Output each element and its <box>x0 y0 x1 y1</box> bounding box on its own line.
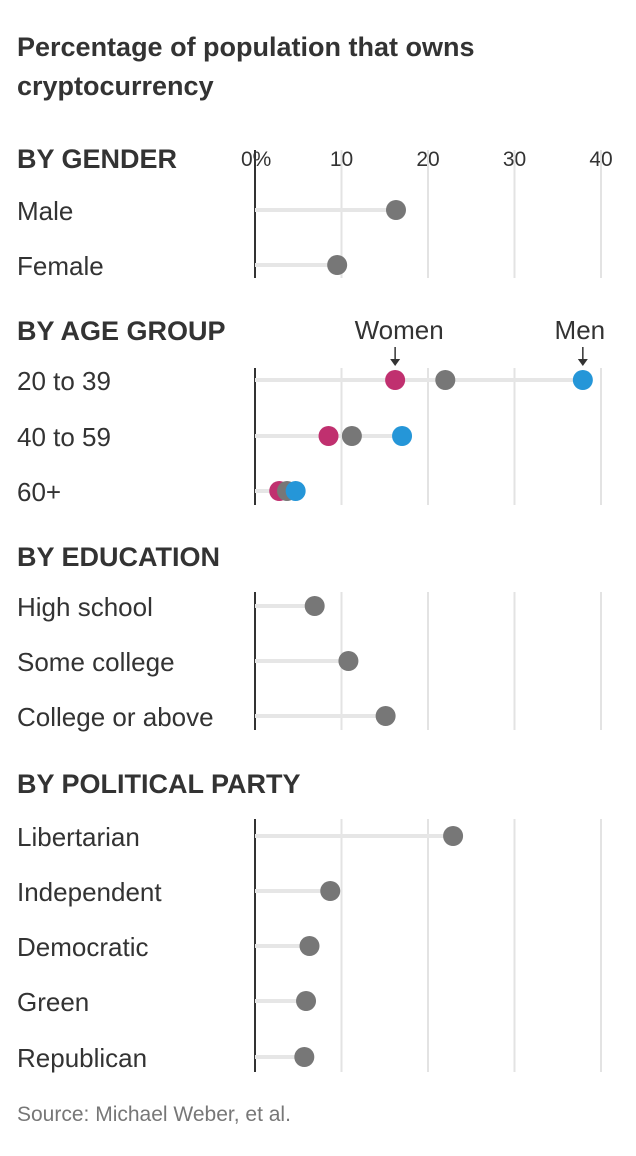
row-label: Male <box>17 196 73 226</box>
overall-dot <box>443 826 464 846</box>
row-label: 20 to 39 <box>17 366 111 396</box>
men-dot <box>392 426 413 446</box>
row-label: 60+ <box>17 477 61 507</box>
row-label: Democratic <box>17 932 148 962</box>
row-label: 40 to 59 <box>17 422 111 452</box>
chart-title: Percentage of population that owns crypto… <box>17 32 475 101</box>
overall-dot <box>299 936 320 956</box>
legend-women-label: Women <box>355 315 444 345</box>
row-label: Some college <box>17 647 175 677</box>
women-dot <box>385 370 406 390</box>
overall-dot <box>375 706 396 726</box>
legend-women-arrowhead <box>390 359 401 366</box>
overall-dot <box>435 370 456 390</box>
overall-dot <box>327 255 348 275</box>
section-heading: BY EDUCATION <box>17 542 220 572</box>
row-label: High school <box>17 592 153 622</box>
overall-dot <box>341 426 362 446</box>
overall-dot <box>320 881 341 901</box>
section-heading: BY AGE GROUP <box>17 316 226 346</box>
row-label: College or above <box>17 702 214 732</box>
overall-dot <box>385 200 406 220</box>
row-label: Republican <box>17 1043 147 1073</box>
men-dot <box>572 370 593 390</box>
overall-dot <box>304 596 325 616</box>
overall-dot <box>294 1047 315 1067</box>
row-label: Libertarian <box>17 822 140 852</box>
section-heading: BY POLITICAL PARTY <box>17 769 301 799</box>
source-note: Source: Michael Weber, et al. <box>17 1103 291 1126</box>
x-tick-label: 0% <box>241 148 271 171</box>
legend-men-arrowhead <box>577 359 588 366</box>
legend-men-label: Men <box>555 315 606 345</box>
section-heading: BY GENDER <box>17 144 177 174</box>
overall-dot <box>338 651 359 671</box>
women-dot <box>318 426 339 446</box>
overall-dot <box>296 991 317 1011</box>
row-label: Female <box>17 251 104 281</box>
row-label: Green <box>17 987 89 1017</box>
row-label: Independent <box>17 877 162 907</box>
men-dot <box>285 481 306 501</box>
